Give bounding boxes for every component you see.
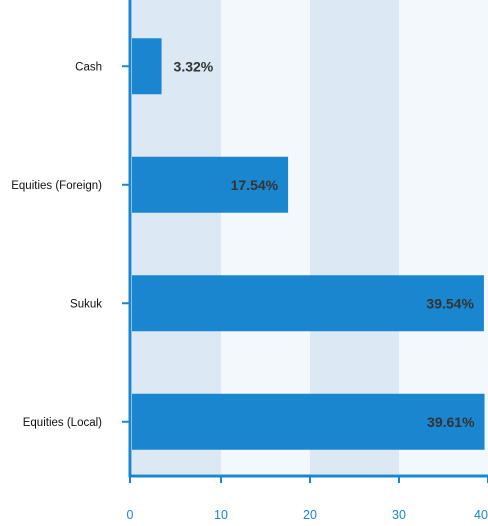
bars-group: [132, 38, 485, 450]
labels-group: 3.32% Cash 17.54% Equities (Foreign) 39.54% S…: [11, 58, 488, 522]
x-tick-label: 40: [474, 508, 488, 522]
category-label: Sukuk: [70, 298, 102, 310]
category-label: Cash: [75, 61, 102, 73]
bar: [132, 38, 162, 95]
data-label: 39.54%: [426, 295, 474, 311]
category-label: Equities (Local): [23, 417, 102, 429]
category-label: Equities (Foreign): [11, 180, 102, 192]
data-label: 39.61%: [427, 414, 475, 430]
x-tick-label: 0: [127, 508, 134, 522]
bar: [132, 275, 484, 332]
bar: [132, 156, 289, 213]
x-tick-label: 20: [303, 508, 317, 522]
x-tick-label: 10: [214, 508, 228, 522]
data-label: 17.54%: [231, 177, 279, 193]
x-tick-label: 30: [392, 508, 406, 522]
data-label: 3.32%: [174, 58, 214, 74]
bar: [132, 393, 485, 450]
axes-group: [122, 0, 488, 483]
